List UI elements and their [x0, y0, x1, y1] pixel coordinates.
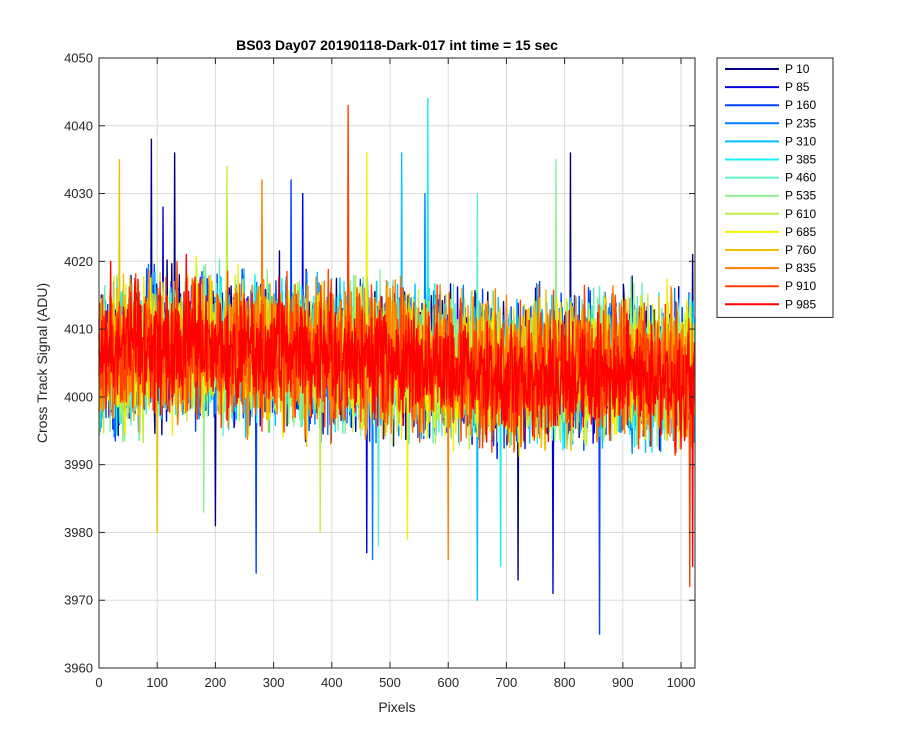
y-tick-label: 4050 — [64, 51, 93, 66]
legend-item[interactable]: P 760 — [725, 243, 816, 257]
legend-label: P 535 — [785, 189, 816, 203]
legend-label: P 385 — [785, 153, 816, 167]
y-axis-label: Cross Track Signal (ADU) — [34, 283, 50, 443]
y-tick-label: 4030 — [64, 186, 93, 201]
x-tick-label: 700 — [496, 675, 518, 690]
y-tick-label: 3980 — [64, 525, 93, 540]
legend-item[interactable]: P 910 — [725, 279, 816, 293]
legend-item[interactable]: P 160 — [725, 98, 816, 112]
legend-label: P 610 — [785, 207, 816, 221]
y-tick-label: 4040 — [64, 118, 93, 133]
x-tick-label: 300 — [263, 675, 285, 690]
ticks: 0 100 200 300 400 500 600 700 800 900 1000 3960 3970… — [64, 51, 695, 691]
series-line — [98, 104, 696, 588]
x-tick-label: 400 — [321, 675, 343, 690]
legend-label: P 10 — [785, 62, 810, 76]
legend-item[interactable]: P 535 — [725, 189, 816, 203]
x-tick-label: 500 — [379, 675, 401, 690]
legend-box — [716, 57, 834, 318]
y-tick-label: 3960 — [64, 661, 93, 676]
legend-item[interactable]: P 10 — [725, 62, 810, 76]
series-line — [98, 253, 696, 568]
legend-item[interactable]: P 310 — [725, 134, 816, 148]
legend-item[interactable]: P 685 — [725, 225, 816, 239]
legend-label: P 235 — [785, 116, 816, 130]
legend-label: P 310 — [785, 134, 816, 148]
legend-label: P 910 — [785, 279, 816, 293]
legend-label: P 985 — [785, 297, 816, 311]
y-tick-label: 4000 — [64, 389, 93, 404]
x-tick-label: 100 — [146, 675, 168, 690]
legend[interactable]: P 10 P 85 P 160 P 235 P 310 P 385 P 460 P 535 P … — [716, 57, 834, 318]
legend-item[interactable]: P 235 — [725, 116, 816, 130]
legend-label: P 85 — [785, 80, 810, 94]
legend-items: P 10 P 85 P 160 P 235 P 310 P 385 P 460 P 535 P … — [725, 62, 816, 311]
legend-label: P 160 — [785, 98, 816, 112]
legend-item[interactable]: P 85 — [725, 80, 810, 94]
x-axis-label: Pixels — [378, 699, 415, 715]
x-tick-label: 0 — [95, 675, 102, 690]
series-lines — [98, 97, 696, 635]
legend-label: P 460 — [785, 171, 816, 185]
x-tick-label: 900 — [612, 675, 634, 690]
legend-item[interactable]: P 460 — [725, 171, 816, 185]
legend-item[interactable]: P 610 — [725, 207, 816, 221]
plot-area: 0 100 200 300 400 500 600 700 800 900 1000 3960 3970… — [64, 51, 696, 691]
chart-title: BS03 Day07 20190118-Dark-017 int time = … — [236, 37, 558, 53]
y-tick-label: 4020 — [64, 254, 93, 269]
x-tick-label: 600 — [437, 675, 459, 690]
x-tick-label: 200 — [205, 675, 227, 690]
y-tick-label: 4010 — [64, 322, 93, 337]
legend-item[interactable]: P 385 — [725, 153, 816, 167]
y-tick-label: 3970 — [64, 593, 93, 608]
legend-item[interactable]: P 985 — [725, 297, 816, 311]
x-tick-label: 1000 — [667, 675, 696, 690]
axes-box — [98, 57, 696, 669]
legend-item[interactable]: P 835 — [725, 261, 816, 275]
legend-label: P 760 — [785, 243, 816, 257]
y-tick-label: 3990 — [64, 457, 93, 472]
legend-label: P 835 — [785, 261, 816, 275]
legend-label: P 685 — [785, 225, 816, 239]
x-tick-label: 800 — [554, 675, 576, 690]
